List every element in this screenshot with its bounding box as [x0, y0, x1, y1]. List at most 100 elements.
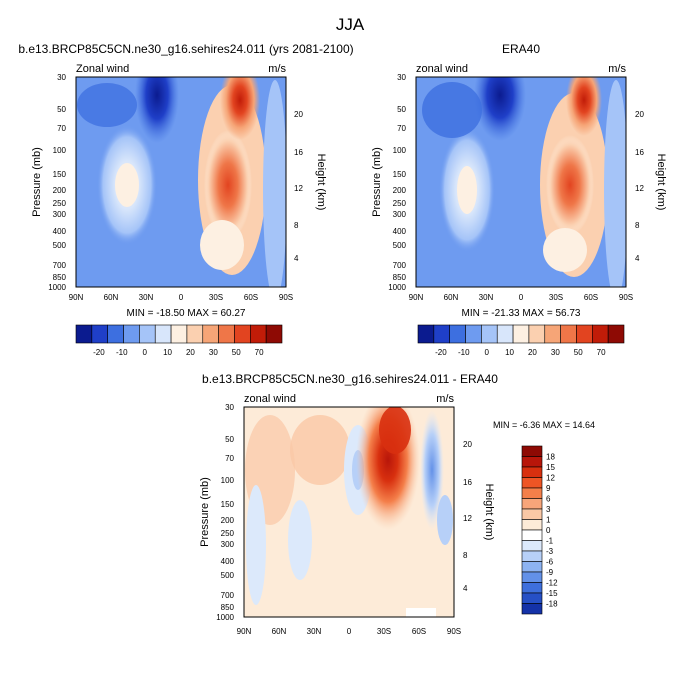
y-tick-label: 30 [225, 403, 234, 412]
colorbar-model-cell [202, 324, 219, 344]
colorbar-model: -20 -10 0 10 20 30 50 70 [75, 324, 283, 357]
panel-model-frame [75, 76, 287, 288]
field-sh-jet [204, 130, 252, 240]
panel-era40-title: ERA40 [502, 42, 540, 56]
colorbar-era40-cell [449, 324, 466, 344]
y2-tick-label: 4 [463, 584, 468, 593]
panel-difference-field [244, 407, 454, 617]
panel-difference-stats: MIN = -6.36 MAX = 14.64 [493, 420, 595, 430]
colorbar-difference-label: 1 [546, 516, 551, 525]
y2-tick-label: 8 [635, 221, 640, 230]
y-tick-label: 200 [221, 516, 235, 525]
y-tick-label: 1000 [388, 283, 406, 292]
y-tick-label: 500 [393, 241, 407, 250]
y-tick-label: 70 [225, 454, 234, 463]
colorbar-era40-label: 70 [597, 348, 606, 357]
colorbar-difference-label: -3 [546, 547, 554, 556]
colorbar-difference-label: 9 [546, 484, 551, 493]
field-nh-westerly-core [115, 163, 139, 207]
colorbar-model-cell [75, 324, 93, 344]
panel-model-ylabel: Pressure (mb) [31, 147, 43, 217]
colorbar-era40-cell [496, 324, 514, 344]
colorbar-model-cell [218, 324, 235, 344]
panel-era40-y2-axis: 20 16 12 8 4 [635, 110, 644, 263]
panel-model: b.e13.BRCP85C5CN.ne30_g16.sehires24.011 … [18, 42, 353, 319]
panel-model-title: b.e13.BRCP85C5CN.ne30_g16.sehires24.011 … [18, 42, 353, 56]
x-tick-label: 90S [619, 293, 633, 302]
x-tick-label: 60S [244, 293, 258, 302]
colorbar-era40-cell [433, 324, 450, 344]
panel-era40-field [416, 77, 626, 287]
y2-tick-label: 20 [463, 440, 472, 449]
x-tick-label: 0 [179, 293, 184, 302]
y-tick-label: 100 [221, 476, 235, 485]
y2-tick-label: 20 [294, 110, 303, 119]
panel-era40-right-string: m/s [608, 63, 626, 75]
colorbar-difference-cell [521, 477, 543, 489]
y2-tick-label: 16 [463, 478, 472, 487]
field-nh-westerly-core [457, 166, 477, 214]
y-tick-label: 850 [53, 273, 67, 282]
panel-difference-title: b.e13.BRCP85C5CN.ne30_g16.sehires24.011 … [202, 372, 498, 386]
colorbar-era40: -20 -10 0 10 20 30 50 70 [417, 324, 625, 357]
panel-difference-frame [243, 406, 455, 618]
y-tick-label: 1000 [216, 613, 234, 622]
colorbar-model-cell [250, 324, 267, 344]
field-sh-lower [200, 220, 244, 270]
y-tick-label: 700 [53, 261, 67, 270]
colorbar-era40-label: -20 [435, 348, 447, 357]
field-polar [263, 80, 286, 287]
y-tick-label: 500 [221, 571, 235, 580]
colorbar-difference-label: -12 [546, 579, 558, 588]
panel-era40-y-axis: 30 50 70 100 150 200 250 300 400 500 700… [388, 73, 406, 292]
field-neg-pole [246, 485, 266, 605]
panel-model-right-string: m/s [268, 63, 286, 75]
colorbar-era40-cell [607, 324, 625, 344]
y-tick-label: 50 [57, 105, 66, 114]
panel-era40-frame [415, 76, 627, 288]
x-tick-label: 90N [237, 627, 252, 636]
colorbar-difference-cell [521, 466, 543, 478]
y-tick-label: 400 [53, 227, 67, 236]
y2-tick-label: 12 [294, 184, 303, 193]
y-tick-label: 150 [53, 170, 67, 179]
colorbar-era40-cell [560, 324, 577, 344]
colorbar-difference-label: 12 [546, 474, 555, 483]
colorbar-era40-label: 50 [574, 348, 583, 357]
x-tick-label: 60N [272, 627, 287, 636]
field-pos-jet-core [379, 407, 411, 454]
y-tick-label: 500 [53, 241, 67, 250]
panel-difference-x-axis: 90N 60N 30N 0 30S 60S 90S [237, 627, 461, 636]
y-tick-label: 30 [57, 73, 66, 82]
x-tick-label: 60S [412, 627, 426, 636]
colorbar-model-label: 10 [163, 348, 172, 357]
y-tick-label: 150 [393, 170, 407, 179]
panel-era40-ylabel: Pressure (mb) [371, 147, 383, 217]
colorbar-model-cell [154, 324, 172, 344]
colorbar-difference-label: -18 [546, 600, 558, 609]
x-tick-label: 90S [279, 293, 293, 302]
colorbar-difference-label: 15 [546, 463, 555, 472]
colorbar-model-label: 70 [255, 348, 264, 357]
x-tick-label: 60N [104, 293, 119, 302]
x-tick-label: 60S [584, 293, 598, 302]
panel-difference-ylabel: Pressure (mb) [199, 477, 211, 547]
colorbar-difference-label: -9 [546, 568, 554, 577]
panel-difference-right-string: m/s [436, 393, 454, 405]
colorbar-model-cell [265, 324, 283, 344]
colorbar-model-cell [123, 324, 140, 344]
panel-model-stats: MIN = -18.50 MAX = 60.27 [127, 308, 246, 319]
y-tick-label: 850 [393, 273, 407, 282]
y2-tick-label: 16 [635, 148, 644, 157]
x-tick-label: 90N [69, 293, 84, 302]
colorbar-difference-cell [521, 550, 543, 562]
colorbar-difference-label: 18 [546, 453, 555, 462]
x-tick-label: 0 [519, 293, 524, 302]
y-tick-label: 850 [221, 603, 235, 612]
panel-era40-y2label: Height (km) [655, 154, 667, 211]
colorbar-era40-cell [417, 324, 435, 344]
panel-model-y-axis: 30 50 70 100 150 200 250 300 400 500 700… [48, 73, 66, 292]
field-tropical-easterly [135, 77, 179, 143]
y2-tick-label: 4 [294, 254, 299, 263]
colorbar-difference-label: 6 [546, 495, 551, 504]
